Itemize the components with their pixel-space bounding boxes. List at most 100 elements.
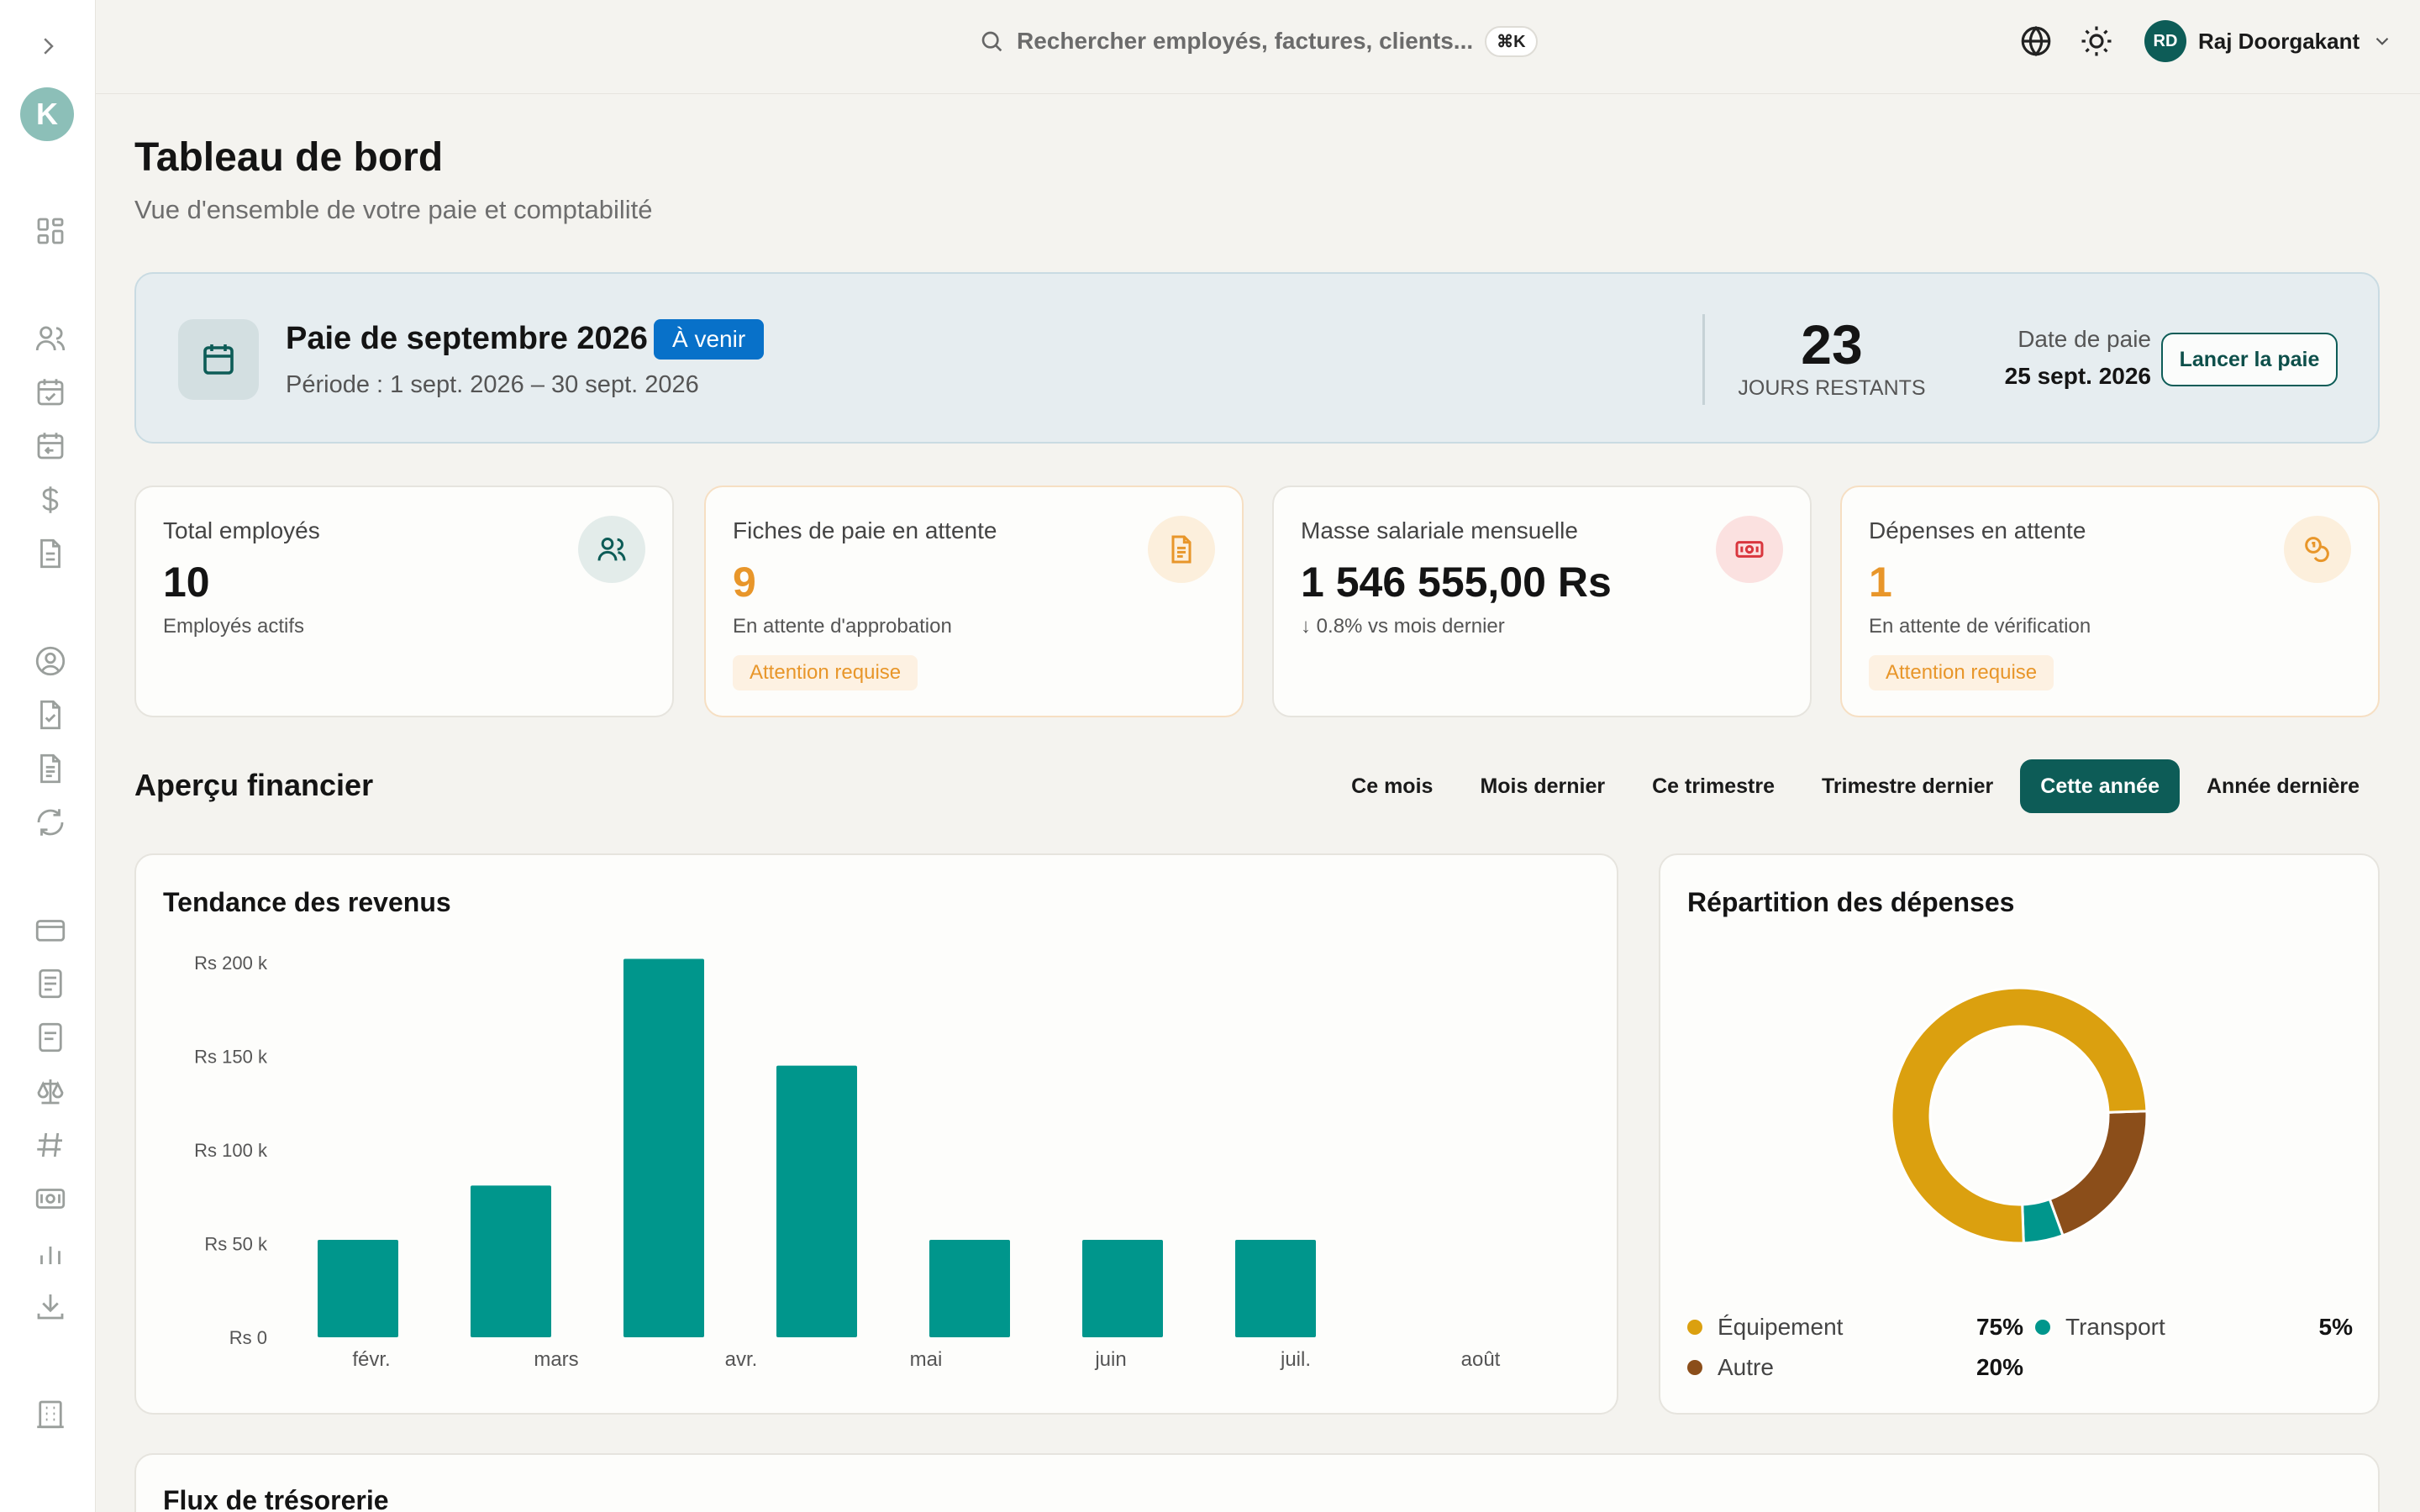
y-tick-label: Rs 100 k [194, 1140, 268, 1161]
tab-last-year[interactable]: Année dernière [2206, 774, 2360, 798]
employees-icon[interactable] [33, 321, 68, 356]
tab-this-year[interactable]: Cette année [2020, 759, 2180, 813]
paydate-label: Date de paie [2018, 326, 2151, 352]
kpi-card-employees[interactable]: Total employés 10 Employés actifs [134, 486, 674, 717]
legend-item: Autre [1687, 1354, 1774, 1381]
revenue-bar[interactable] [623, 958, 704, 1337]
top-bar: Rechercher employés, factures, clients..… [96, 0, 2420, 94]
run-payroll-button[interactable]: Lancer la paie [2161, 333, 2338, 386]
y-tick-label: Rs 200 k [194, 953, 268, 974]
kpi-label: Fiches de paie en attente [733, 517, 997, 543]
y-tick-label: Rs 0 [229, 1327, 267, 1348]
hash-icon[interactable] [33, 1127, 68, 1163]
payroll-title: Paie de septembre 2026 [286, 321, 648, 356]
invoice-icon[interactable] [33, 966, 68, 1001]
legend-label: Autre [1718, 1354, 1774, 1380]
legend-label: Équipement [1718, 1314, 1844, 1340]
page-subtitle: Vue d'ensemble de votre paie et comptabi… [134, 195, 653, 224]
receipt-icon[interactable] [33, 1020, 68, 1055]
tab-this-quarter[interactable]: Ce trimestre [1652, 774, 1775, 798]
avatar: RD [2144, 20, 2186, 62]
theme-sun-icon[interactable] [2079, 24, 2114, 59]
kpi-card-pending-expenses[interactable]: Dépenses en attente 1 En attente de véri… [1840, 486, 2380, 717]
tab-last-month[interactable]: Mois dernier [1480, 774, 1606, 798]
kpi-trend: ↓ 0.8% vs mois dernier [1301, 615, 1505, 638]
kpi-value: 10 [163, 559, 210, 606]
legend-label: Transport [2065, 1314, 2165, 1340]
panel-title: Tendance des revenus [163, 887, 451, 917]
legend-item: Équipement [1687, 1314, 1843, 1341]
period-tabs: Ce mois Mois dernier Ce trimestre Trimes… [1331, 759, 2380, 813]
user-circle-icon[interactable] [33, 643, 68, 679]
revenue-bar[interactable] [471, 1185, 551, 1337]
kpi-card-monthly-payroll[interactable]: Masse salariale mensuelle 1 546 555,00 R… [1272, 486, 1812, 717]
legend-value: 5% [2318, 1314, 2353, 1340]
revenue-bar[interactable] [929, 1240, 1010, 1337]
payroll-banner: Paie de septembre 2026 À venir Période :… [134, 272, 2380, 444]
expense-donut-chart [1890, 986, 2149, 1245]
dollar-icon[interactable] [33, 482, 68, 517]
globe-icon[interactable] [2018, 24, 2054, 59]
attention-badge: Attention requise [1869, 655, 2054, 690]
x-tick-label: mars [534, 1348, 578, 1371]
donut-slice[interactable] [1890, 986, 2149, 1245]
x-tick-label: mai [910, 1348, 943, 1371]
scale-icon[interactable] [33, 1074, 68, 1109]
expand-sidebar-icon[interactable] [35, 34, 60, 59]
revenue-bar[interactable] [1235, 1240, 1316, 1337]
x-tick-label: févr. [352, 1348, 390, 1371]
file-check-icon[interactable] [33, 697, 68, 732]
credit-card-icon[interactable] [33, 912, 68, 948]
chevron-down-icon [2371, 30, 2393, 52]
bar-chart-icon[interactable] [33, 1235, 68, 1270]
page-title: Tableau de bord [134, 135, 444, 180]
days-remaining-label: JOURS RESTANTS [1738, 376, 1926, 400]
kpi-value: 1 546 555,00 Rs [1301, 559, 1612, 606]
dashboard-icon[interactable] [33, 213, 68, 249]
expense-breakdown-panel: Répartition des dépenses Équipement 75% … [1659, 853, 2380, 1415]
x-tick-label: août [1461, 1348, 1501, 1371]
y-tick-label: Rs 50 k [204, 1234, 268, 1255]
kpi-sub: En attente de vérification [1869, 615, 2091, 638]
revenue-bar-chart: Rs 0 Rs 50 k Rs 100 k Rs 150 k Rs 200 k févr.… [194, 953, 1501, 1371]
tab-last-quarter[interactable]: Trimestre dernier [1822, 774, 1994, 798]
global-search[interactable]: Rechercher employés, factures, clients..… [978, 22, 1538, 60]
users-icon [578, 516, 645, 583]
kpi-value: 1 [1869, 559, 1892, 606]
panel-title: Répartition des dépenses [1687, 887, 2015, 917]
kpi-label: Masse salariale mensuelle [1301, 517, 1578, 543]
kpi-card-pending-payslips[interactable]: Fiches de paie en attente 9 En attente d… [704, 486, 1244, 717]
legend-value: 75% [1975, 1314, 2023, 1340]
panel-title: Flux de trésorerie [163, 1485, 389, 1512]
user-menu[interactable]: RD Raj Doorgakant [2144, 20, 2393, 62]
divider [1702, 314, 1705, 405]
revenue-bar[interactable] [318, 1240, 398, 1337]
donut-slice[interactable] [2048, 1110, 2149, 1237]
app-logo[interactable]: K [20, 87, 74, 141]
calendar-leave-icon[interactable] [33, 428, 68, 464]
calendar-icon [178, 319, 259, 400]
calendar-check-icon[interactable] [33, 375, 68, 410]
sidebar: K [0, 0, 96, 1512]
x-tick-label: juil. [1280, 1348, 1311, 1371]
tab-this-month[interactable]: Ce mois [1351, 774, 1434, 798]
revenue-trend-panel: Rs 0 Rs 50 k Rs 100 k Rs 150 k Rs 200 k févr.… [134, 853, 1618, 1415]
banknote-icon [1716, 516, 1783, 583]
payroll-period: Période : 1 sept. 2026 – 30 sept. 2026 [286, 371, 699, 398]
money-icon[interactable] [33, 1181, 68, 1216]
download-icon[interactable] [33, 1289, 68, 1324]
search-placeholder[interactable]: Rechercher employés, factures, clients..… [1017, 28, 1474, 54]
file-text-icon[interactable] [33, 751, 68, 786]
legend-dot [1687, 1320, 1702, 1335]
y-tick-label: Rs 150 k [194, 1047, 268, 1068]
revenue-bar[interactable] [1082, 1240, 1163, 1337]
refresh-icon[interactable] [33, 805, 68, 840]
paydate-value: 25 sept. 2026 [2004, 363, 2151, 389]
kpi-sub: Employés actifs [163, 615, 305, 638]
document-icon[interactable] [33, 536, 68, 571]
building-icon[interactable] [33, 1396, 68, 1431]
section-title: Aperçu financier [134, 768, 374, 802]
kpi-trend-text: 0.8% vs mois dernier [1316, 615, 1505, 638]
kpi-label: Total employés [163, 517, 320, 543]
revenue-bar[interactable] [776, 1065, 857, 1337]
